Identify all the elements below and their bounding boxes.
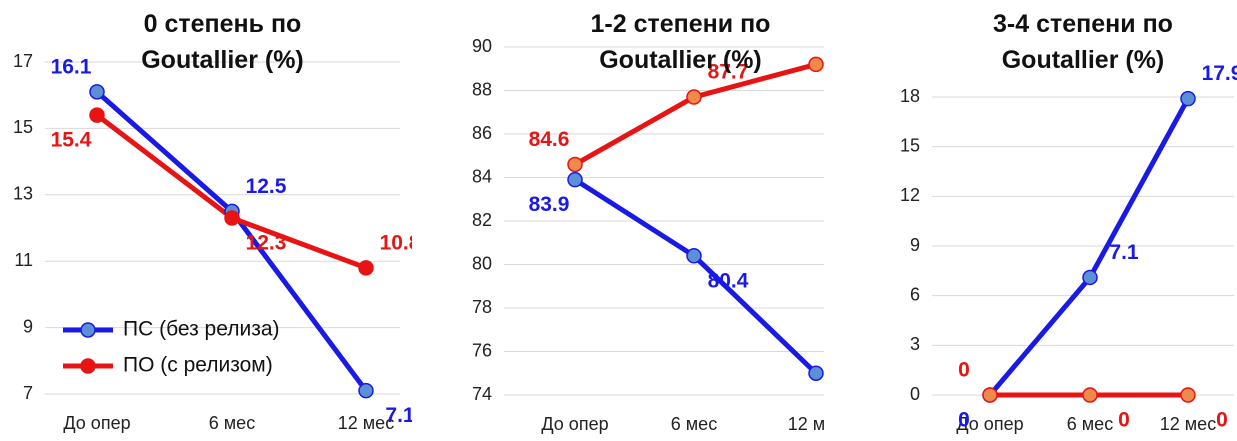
point-marker <box>89 84 105 100</box>
y-tick-label: 90 <box>472 36 492 56</box>
data-label: 84.6 <box>529 128 570 151</box>
data-label: 17.9 <box>1202 62 1237 85</box>
data-label: 12.3 <box>246 232 287 255</box>
data-label: 0 <box>1216 409 1228 432</box>
y-tick-label: 15 <box>13 117 33 137</box>
y-tick-label: 7 <box>23 383 33 403</box>
legend-marker <box>80 322 96 338</box>
data-label: 7.1 <box>1109 241 1139 264</box>
y-tick-label: 3 <box>910 334 920 354</box>
y-tick-label: 76 <box>472 340 492 360</box>
x-tick-label: 12 мес <box>338 413 394 433</box>
x-tick-label: 12 мес <box>1160 414 1216 434</box>
data-label: 0 <box>958 409 970 432</box>
data-label: 0 <box>1118 409 1130 432</box>
point-marker <box>224 210 240 226</box>
point-marker <box>358 260 374 276</box>
legend-label: ПО (с релизом) <box>123 354 273 377</box>
x-tick-label: 6 мес <box>1067 414 1113 434</box>
y-tick-label: 86 <box>472 123 492 143</box>
series-line <box>573 61 817 167</box>
legend-label: ПС (без релиза) <box>123 318 280 341</box>
point-marker <box>982 387 998 403</box>
data-label: 7.1 <box>385 404 412 427</box>
data-label: 83.9 <box>529 193 570 216</box>
chart-title: 0 степень по Goutallier (%) <box>141 10 304 74</box>
y-tick-label: 17 <box>13 51 33 71</box>
series-line <box>988 97 1191 397</box>
x-tick-label: До опер <box>956 414 1023 434</box>
data-label: 87.7 <box>708 61 749 84</box>
data-label: 16.1 <box>51 55 92 78</box>
point-marker <box>1180 90 1196 107</box>
y-tick-label: 84 <box>472 166 492 186</box>
x-tick-label: До опер <box>63 413 130 433</box>
y-tick-label: 0 <box>910 384 920 404</box>
data-label: 12.5 <box>246 175 287 198</box>
legend-marker <box>80 358 96 374</box>
series-line <box>573 177 818 376</box>
point-marker <box>686 89 702 105</box>
data-label: 15.4 <box>51 129 92 152</box>
point-marker <box>808 365 824 381</box>
chart-panel: 0 3 6 9 12 15 18 До опер 6 мес 12 мес 0 7.1 17.9 0 0 0 3… <box>824 0 1237 441</box>
chart-panel: 74 76 78 80 82 84 86 88 90 До опер 6 мес 12 мес 83.9… <box>412 0 824 441</box>
y-tick-label: 13 <box>13 184 33 204</box>
y-tick-label: 11 <box>14 250 33 270</box>
point-marker <box>567 171 583 188</box>
point-marker <box>567 156 583 173</box>
y-tick-label: 9 <box>910 235 920 255</box>
x-tick-label: До опер <box>541 414 608 434</box>
point-marker <box>808 56 824 73</box>
y-tick-label: 88 <box>472 79 492 99</box>
x-tick-label: 6 мес <box>671 414 717 434</box>
point-marker <box>1082 387 1098 403</box>
y-tick-label: 82 <box>472 210 492 230</box>
data-label: 0 <box>958 359 970 382</box>
y-tick-label: 78 <box>472 297 492 317</box>
chart: 7 9 11 13 15 17 До опер 6 мес 12 мес 16.1 12.5 7.1 1… <box>13 51 412 433</box>
point-marker <box>89 107 105 123</box>
chart-title: 1-2 степени по Goutallier (%) <box>590 10 771 74</box>
y-tick-label: 15 <box>900 135 920 155</box>
y-tick-label: 18 <box>900 86 920 106</box>
data-label: 80.4 <box>708 269 749 292</box>
data-label: 10.8 <box>380 231 412 254</box>
chart-panel: 7 9 11 13 15 17 До опер 6 мес 12 мес 16.1 12.5 7.1 1… <box>0 0 412 441</box>
chart: 74 76 78 80 82 84 86 88 90 До опер 6 мес 12 мес 83.9… <box>472 36 824 434</box>
y-tick-label: 12 <box>900 185 920 205</box>
chart-title: 3-4 степени по Goutallier (%) <box>993 10 1173 74</box>
series-line <box>95 113 367 271</box>
x-tick-label: 12 мес <box>788 414 824 434</box>
x-tick-label: 6 мес <box>209 413 255 433</box>
y-tick-label: 74 <box>472 384 492 404</box>
point-marker <box>686 248 702 264</box>
point-marker <box>1082 269 1098 286</box>
y-tick-label: 80 <box>472 253 492 273</box>
point-marker <box>1180 387 1196 403</box>
y-tick-label: 9 <box>23 316 33 336</box>
point-marker <box>358 382 374 399</box>
series-line <box>95 90 369 393</box>
y-tick-label: 6 <box>910 284 920 304</box>
